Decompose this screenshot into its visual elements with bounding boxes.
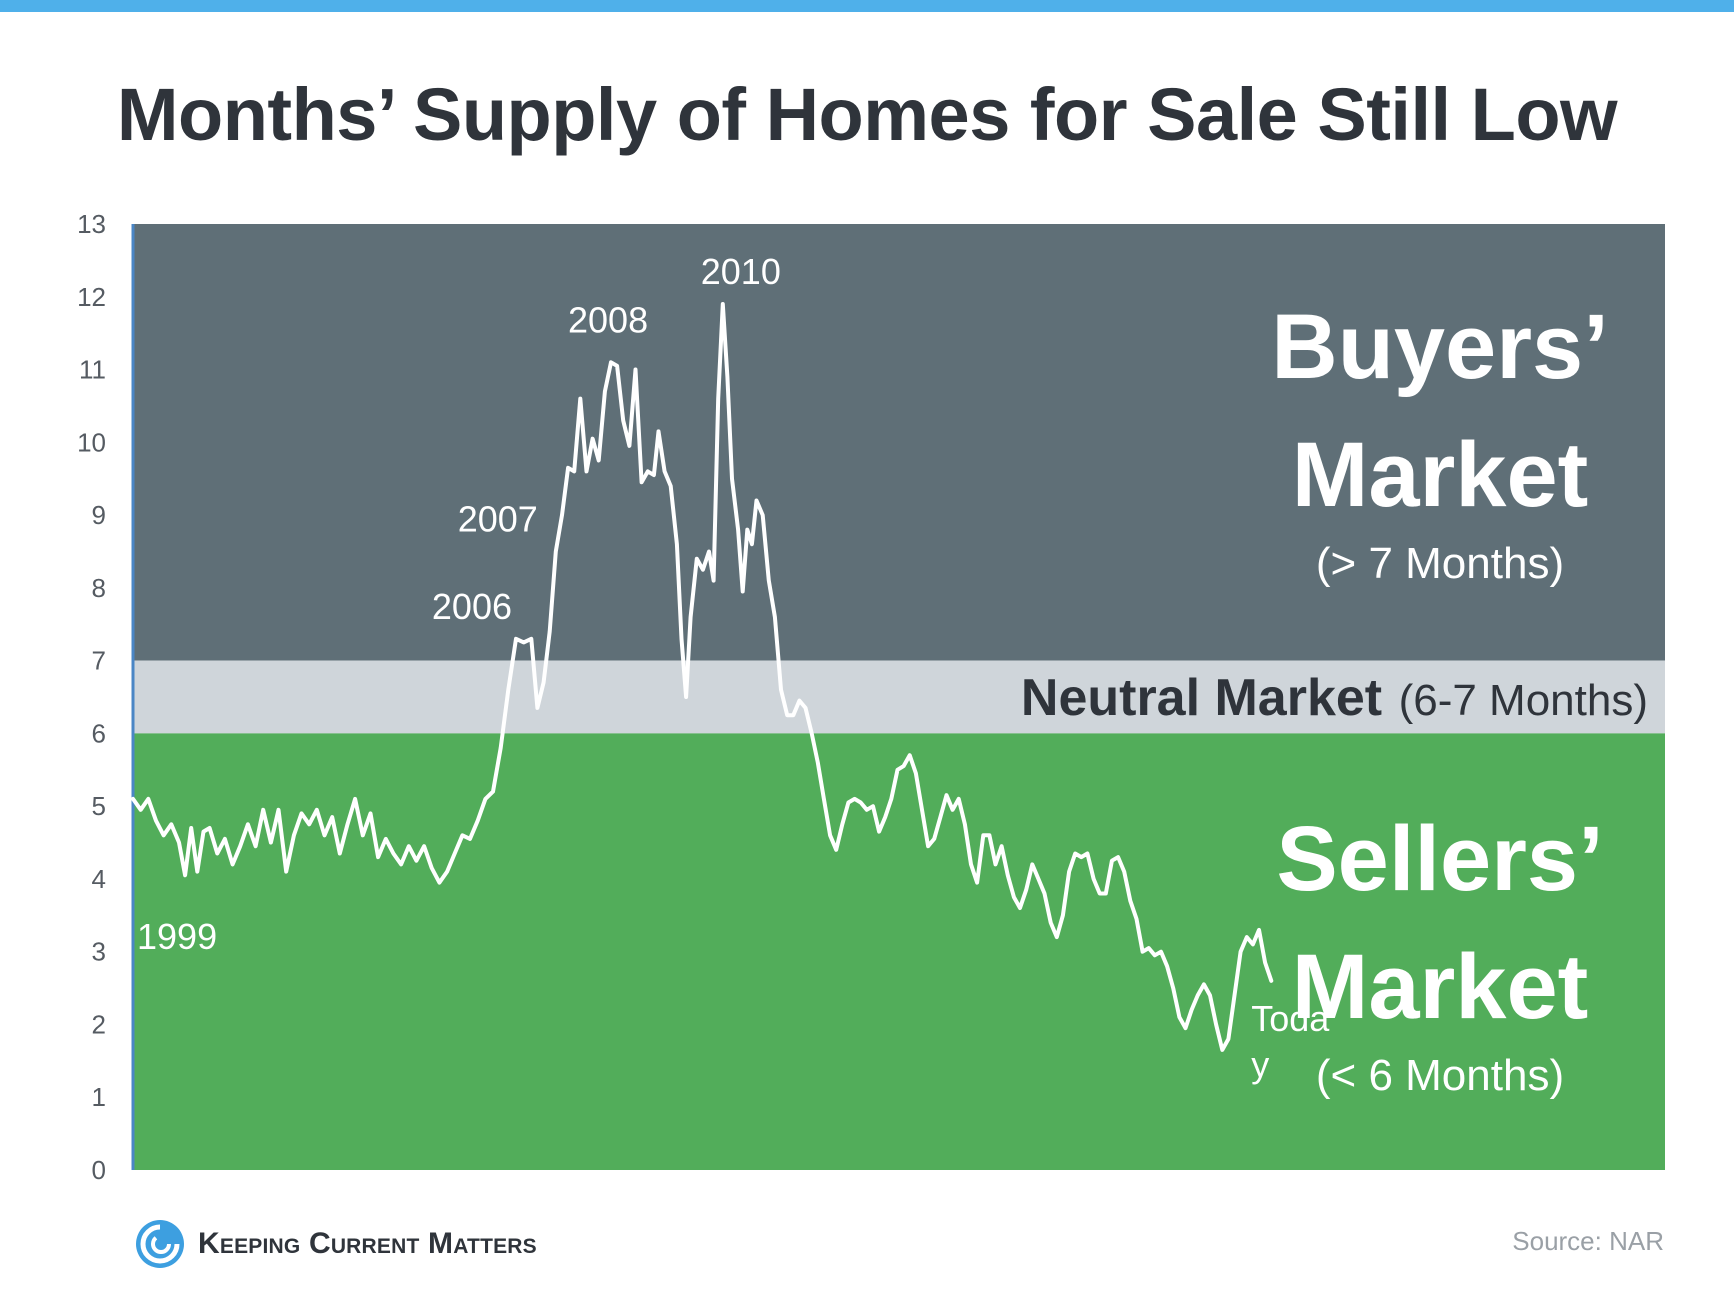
sellers-market-title-line1: Sellers’	[1276, 808, 1603, 910]
buyers-market-title-line2: Market	[1292, 424, 1589, 526]
y-tick-label: 10	[77, 427, 106, 457]
y-tick-label: 4	[92, 864, 106, 894]
brand-logo: Keeping Current Matters	[134, 1218, 537, 1270]
y-tick-label: 0	[92, 1155, 106, 1185]
y-tick-label: 7	[92, 646, 106, 676]
year-annotations: 1999 2006 2007 2008 2010 Toda y	[137, 251, 1330, 1085]
neutral-zone	[133, 660, 1665, 734]
annotation-label-line2: y	[1251, 1044, 1269, 1085]
y-tick-label: 9	[92, 500, 106, 530]
annotation-label: Toda y	[1251, 998, 1330, 1085]
zone-labels: Buyers’ Market (> 7 Months) Neutral Mark…	[1021, 296, 1648, 1100]
y-tick-label: 2	[92, 1009, 106, 1039]
neutral-market-label: Neutral Market (6-7 Months)	[1021, 669, 1648, 727]
annotation-label: 2008	[568, 299, 648, 340]
y-tick-label: 6	[92, 718, 106, 748]
y-tick-label: 13	[77, 209, 106, 239]
annotation-label: 2007	[458, 498, 538, 539]
y-tick-label: 5	[92, 791, 106, 821]
sellers-market-title-line2: Market	[1292, 936, 1589, 1038]
buyers-market-title-line1: Buyers’	[1271, 296, 1609, 398]
annotation-label: 1999	[137, 916, 217, 957]
supply-line	[131, 302, 1274, 1052]
brand-name: Keeping Current Matters	[198, 1227, 537, 1260]
y-tick-label: 1	[92, 1082, 106, 1112]
sellers-zone	[133, 733, 1665, 1170]
buyers-market-subtitle: (> 7 Months)	[1316, 539, 1564, 588]
y-tick-label: 12	[77, 282, 106, 312]
y-tick-label: 3	[92, 937, 106, 967]
annotation-label: 2010	[701, 251, 781, 292]
spiral-logo-icon	[136, 1220, 184, 1268]
sellers-market-subtitle: (< 6 Months)	[1316, 1051, 1564, 1100]
annotation-label-line1: Toda	[1251, 998, 1330, 1039]
neutral-market-subtitle: (6-7 Months)	[1399, 676, 1648, 725]
buyers-zone	[133, 224, 1665, 661]
y-tick-label: 11	[79, 355, 106, 385]
series-line	[131, 302, 1274, 1052]
y-tick-label: 8	[92, 573, 106, 603]
annotation-label: 2006	[432, 586, 512, 627]
neutral-market-title: Neutral Market	[1021, 669, 1382, 727]
top-accent-bar	[0, 0, 1734, 12]
source-note: Source: NAR	[1512, 1226, 1664, 1256]
chart-title: Months’ Supply of Homes for Sale Still L…	[116, 73, 1618, 156]
market-zones	[133, 224, 1665, 1170]
